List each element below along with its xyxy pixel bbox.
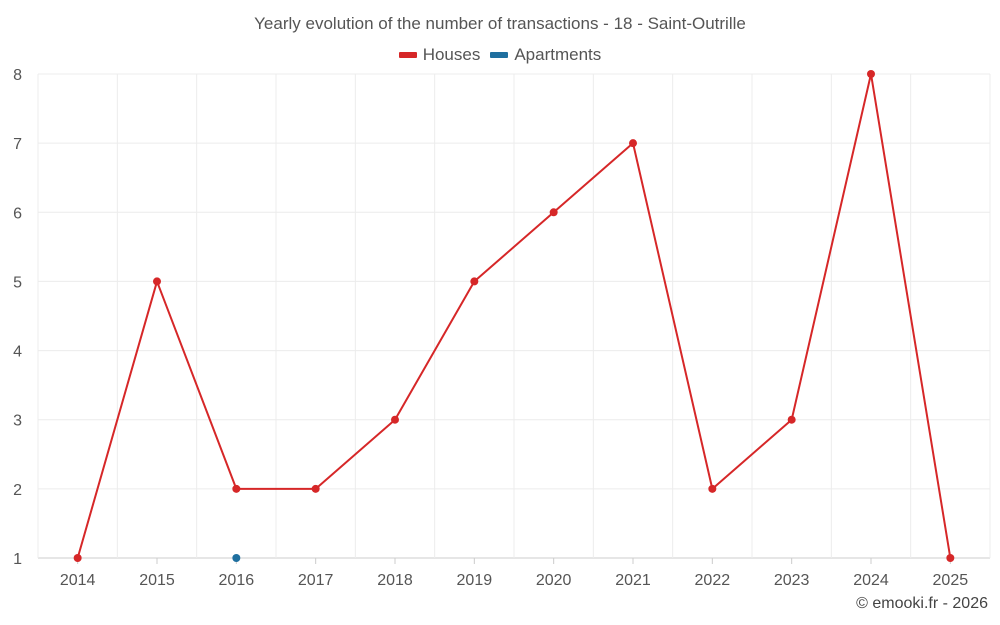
x-tick-label: 2020 (536, 572, 572, 589)
data-point-apartments (232, 554, 241, 562)
data-point-houses (153, 277, 161, 286)
y-tick-label: 5 (13, 274, 22, 291)
data-point-houses (549, 208, 558, 217)
footer-credit: © emooki.fr - 2026 (856, 595, 988, 612)
legend-swatch-houses (398, 52, 417, 58)
data-point-houses (946, 554, 955, 562)
legend: Houses Apartments (0, 45, 1000, 65)
x-tick-label: 2016 (219, 572, 255, 589)
data-point-houses (867, 70, 875, 78)
legend-swatch-apartments (490, 52, 509, 58)
y-tick-label: 8 (13, 67, 22, 84)
y-tick-label: 2 (13, 482, 22, 499)
data-point-houses (470, 277, 479, 286)
data-point-houses (708, 484, 717, 493)
data-point-houses (232, 484, 241, 493)
x-tick-label: 2014 (60, 572, 96, 589)
x-tick-label: 2024 (853, 572, 889, 589)
series-line-houses (76, 73, 952, 559)
data-point-houses (629, 139, 637, 148)
x-tick-label: 2023 (774, 572, 810, 589)
x-tick-label: 2015 (139, 572, 175, 589)
legend-item-apartments[interactable]: Apartments (490, 45, 601, 65)
y-tick-label: 6 (13, 205, 22, 222)
y-tick-label: 4 (13, 344, 22, 361)
legend-label-apartments: Apartments (514, 45, 602, 64)
x-tick-label: 2022 (695, 572, 731, 589)
data-point-houses (391, 415, 399, 424)
legend-label-houses: Houses (422, 45, 481, 64)
y-tick-label: 7 (13, 136, 22, 153)
data-point-houses (311, 484, 320, 493)
data-point-houses (787, 415, 796, 424)
x-tick-label: 2021 (615, 572, 651, 589)
y-tick-label: 3 (13, 413, 22, 430)
x-tick-label: 2017 (298, 572, 334, 589)
data-point-houses (73, 554, 82, 562)
chart-title: Yearly evolution of the number of transa… (254, 14, 746, 33)
x-tick-label: 2019 (457, 572, 493, 589)
legend-item-houses[interactable]: Houses (398, 45, 481, 65)
x-tick-label: 2018 (377, 572, 413, 589)
x-tick-label: 2025 (933, 572, 969, 589)
y-tick-label: 1 (13, 551, 22, 568)
